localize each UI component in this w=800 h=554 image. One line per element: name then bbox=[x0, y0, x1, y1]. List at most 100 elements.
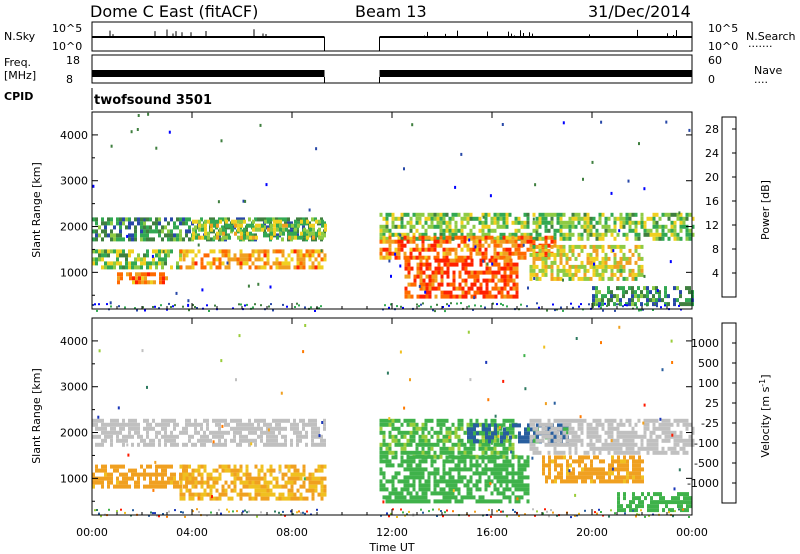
heatmap-cell bbox=[379, 422, 383, 427]
heatmap-cell bbox=[427, 499, 431, 504]
heatmap-cell bbox=[179, 265, 183, 270]
heatmap-cell bbox=[424, 491, 428, 496]
heatmap-cell bbox=[541, 248, 545, 253]
heatmap-cell bbox=[382, 454, 386, 459]
heatmap-cell bbox=[397, 499, 401, 504]
heatmap-cell bbox=[442, 220, 446, 225]
heatmap-cell bbox=[535, 256, 539, 261]
heatmap-cell bbox=[457, 450, 461, 455]
heatmap-cell bbox=[185, 488, 189, 493]
heatmap-cell bbox=[237, 235, 240, 240]
heatmap-cell bbox=[266, 468, 270, 473]
heatmap-cell bbox=[668, 511, 670, 514]
heatmap-cell bbox=[553, 276, 557, 281]
heatmap-cell bbox=[517, 463, 521, 468]
heatmap-cell bbox=[152, 261, 155, 266]
heatmap-cell bbox=[592, 298, 595, 303]
heatmap-cell bbox=[209, 265, 213, 270]
heatmap-cell bbox=[493, 475, 497, 480]
heatmap-cell bbox=[571, 216, 575, 221]
heatmap-cell bbox=[451, 491, 455, 496]
heatmap-cell bbox=[296, 438, 299, 443]
heatmap-cell bbox=[434, 310, 436, 313]
heatmap-cell bbox=[122, 480, 125, 485]
heatmap-cell bbox=[589, 438, 593, 443]
heatmap-cell bbox=[442, 228, 446, 233]
heatmap-cell bbox=[206, 426, 209, 431]
heatmap-cell bbox=[526, 463, 530, 468]
heatmap-cell bbox=[503, 286, 507, 291]
heatmap-cell bbox=[409, 430, 413, 435]
heatmap-cell bbox=[173, 233, 176, 238]
heatmap-cell bbox=[224, 430, 227, 435]
heatmap-cell bbox=[194, 442, 197, 447]
heatmap-cell bbox=[185, 472, 189, 477]
heatmap-cell bbox=[407, 282, 411, 287]
heatmap-cell bbox=[583, 272, 587, 277]
heatmap-cell bbox=[560, 479, 563, 484]
heatmap-cell bbox=[640, 509, 642, 512]
heatmap-cell bbox=[629, 508, 632, 513]
heatmap-cell bbox=[248, 430, 251, 435]
heatmap-cell bbox=[266, 426, 269, 431]
heatmap-cell bbox=[281, 434, 284, 439]
heatmap-cell bbox=[559, 434, 563, 439]
heatmap-cell bbox=[266, 422, 269, 427]
heatmap-cell bbox=[218, 426, 221, 431]
heatmap-cell bbox=[496, 235, 500, 240]
heatmap-cell bbox=[461, 262, 465, 267]
heatmap-cell bbox=[224, 229, 227, 234]
heatmap-cell bbox=[446, 274, 450, 279]
heatmap-cell bbox=[278, 217, 281, 222]
heatmap-cell bbox=[179, 488, 183, 493]
heatmap-cell bbox=[106, 303, 108, 306]
heatmap-cell bbox=[545, 479, 548, 484]
heatmap-cell bbox=[472, 232, 476, 237]
heatmap-cell bbox=[302, 468, 306, 473]
heatmap-cell bbox=[242, 199, 245, 203]
heatmap-cell bbox=[143, 225, 146, 230]
heatmap-cell bbox=[533, 277, 536, 280]
heatmap-cell bbox=[448, 304, 450, 307]
heatmap-cell bbox=[400, 479, 404, 484]
heatmap-cell bbox=[176, 217, 179, 222]
heatmap-cell bbox=[529, 235, 533, 240]
heatmap-cell bbox=[266, 434, 269, 439]
heatmap-cell bbox=[434, 278, 438, 283]
heatmap-cell bbox=[490, 499, 494, 504]
heatmap-cell bbox=[640, 446, 644, 451]
heatmap-cell bbox=[505, 434, 509, 439]
heatmap-cell bbox=[601, 298, 604, 303]
heatmap-cell bbox=[125, 265, 128, 270]
heatmap-cell bbox=[572, 475, 575, 480]
heatmap-cell bbox=[448, 487, 452, 492]
heatmap-cell bbox=[385, 463, 389, 468]
heatmap-cell bbox=[619, 260, 623, 265]
heatmap-cell bbox=[688, 302, 691, 307]
heatmap-cell bbox=[302, 350, 305, 354]
heatmap-cell bbox=[146, 442, 149, 447]
heatmap-cell bbox=[249, 223, 252, 228]
heatmap-cell bbox=[559, 244, 563, 249]
heatmap-cell bbox=[508, 232, 512, 237]
heatmap-cell bbox=[296, 249, 300, 254]
heatmap-cell bbox=[599, 475, 602, 480]
heatmap-cell bbox=[413, 278, 417, 283]
heatmap-cell bbox=[442, 212, 446, 217]
heatmap-cell bbox=[128, 434, 131, 439]
heatmap-cell bbox=[638, 475, 641, 480]
heatmap-cell bbox=[409, 236, 413, 241]
heatmap-cell bbox=[457, 438, 461, 443]
heatmap-cell bbox=[536, 435, 539, 440]
heatmap-cell bbox=[451, 228, 455, 233]
heatmap-cell bbox=[95, 249, 98, 254]
heatmap-cell bbox=[511, 471, 515, 476]
heatmap-cell bbox=[412, 212, 416, 217]
heatmap-cell bbox=[445, 235, 449, 240]
heatmap-cell bbox=[305, 229, 308, 234]
heatmap-cell bbox=[116, 249, 119, 254]
heatmap-cell bbox=[246, 231, 249, 236]
heatmap-cell bbox=[173, 426, 176, 431]
nsearch-dots: ······· bbox=[748, 40, 772, 53]
heatmap-cell bbox=[469, 422, 473, 427]
